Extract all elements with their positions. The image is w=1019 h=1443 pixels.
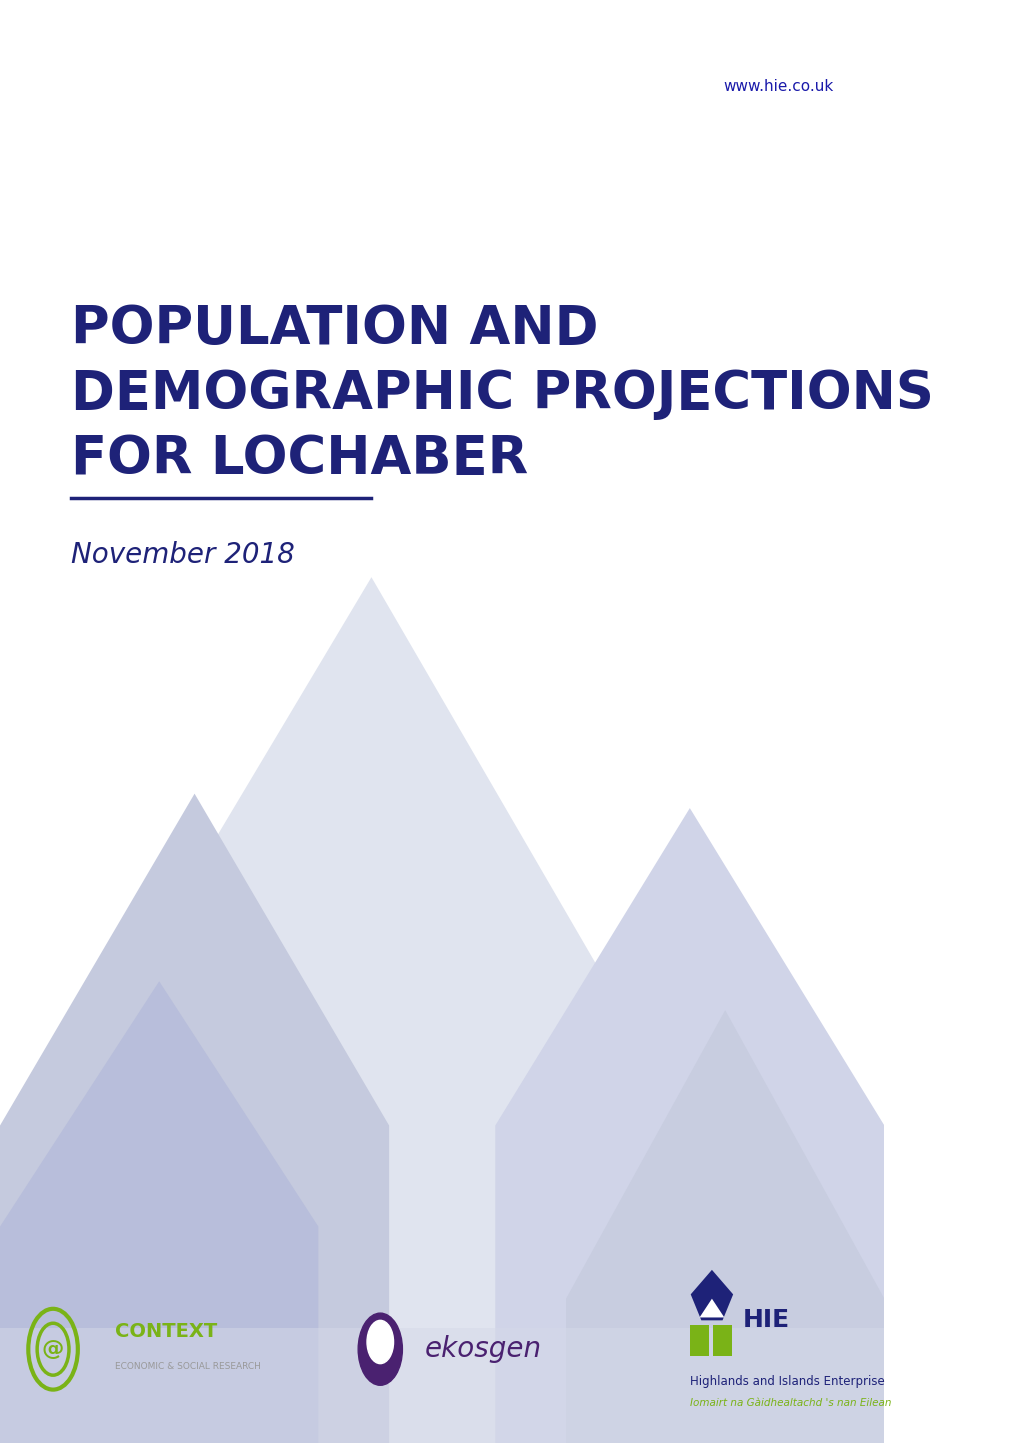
Text: HIE: HIE (742, 1309, 790, 1332)
Polygon shape (690, 1270, 733, 1320)
Text: POPULATION AND: POPULATION AND (70, 303, 598, 355)
Text: ekosgen: ekosgen (424, 1335, 541, 1364)
Polygon shape (699, 1299, 723, 1317)
Polygon shape (44, 577, 689, 1443)
Text: Highlands and Islands Enterprise: Highlands and Islands Enterprise (689, 1375, 883, 1388)
Text: ECONOMIC & SOCIAL RESEARCH: ECONOMIC & SOCIAL RESEARCH (115, 1362, 261, 1371)
Circle shape (367, 1320, 393, 1364)
Text: CONTEXT: CONTEXT (115, 1322, 217, 1342)
FancyBboxPatch shape (689, 1325, 708, 1356)
Polygon shape (0, 981, 318, 1443)
Polygon shape (495, 808, 883, 1443)
Text: November 2018: November 2018 (70, 541, 294, 569)
FancyBboxPatch shape (712, 1325, 732, 1356)
Polygon shape (566, 1010, 883, 1443)
Text: Iomairt na Gàidhealtachd 's nan Eilean: Iomairt na Gàidhealtachd 's nan Eilean (689, 1398, 891, 1408)
Polygon shape (0, 794, 388, 1443)
Text: FOR LOCHABER: FOR LOCHABER (70, 433, 528, 485)
Circle shape (358, 1313, 403, 1385)
Polygon shape (0, 1328, 883, 1443)
Text: DEMOGRAPHIC PROJECTIONS: DEMOGRAPHIC PROJECTIONS (70, 368, 932, 420)
Text: @: @ (42, 1339, 64, 1359)
Text: www.hie.co.uk: www.hie.co.uk (722, 79, 833, 94)
